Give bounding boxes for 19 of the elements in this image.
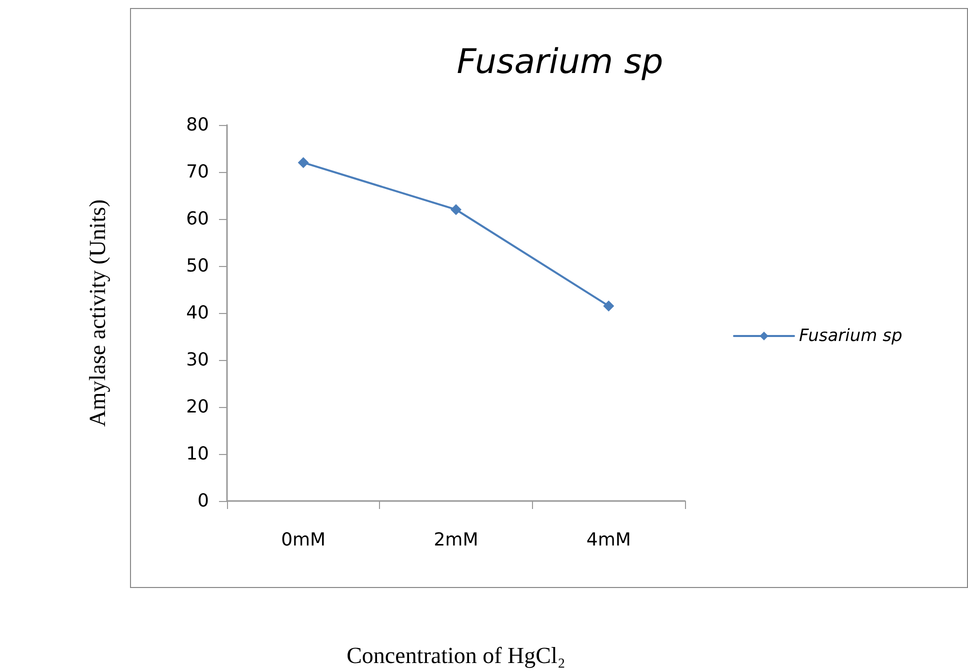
- y-tick-label: 80: [186, 114, 209, 136]
- point: [450, 204, 462, 216]
- y-tick-label: 40: [186, 302, 209, 324]
- y-tick-label: 50: [186, 256, 209, 276]
- y-tick-label: 30: [186, 350, 209, 370]
- point: [298, 157, 309, 168]
- y-axis-title: Amylase activity (Units): [85, 199, 110, 427]
- chart-title: Fusarium sp: [456, 42, 664, 82]
- y-tick-label: 70: [186, 162, 209, 182]
- x-tick-label: 0mM: [281, 530, 326, 550]
- y-tick-label: 60: [186, 208, 209, 230]
- y-tick-label: 0: [198, 490, 209, 512]
- x-tick-label: 4mM: [586, 530, 631, 550]
- point: [603, 300, 614, 312]
- legend-label: Fusarium sp: [799, 326, 902, 346]
- x-tick-label: 2mM: [434, 530, 478, 550]
- x-axis-title: Concentration of HgCl₂: [346, 643, 566, 668]
- y-tick-label: 20: [186, 396, 209, 418]
- y-tick-label: 10: [186, 444, 209, 464]
